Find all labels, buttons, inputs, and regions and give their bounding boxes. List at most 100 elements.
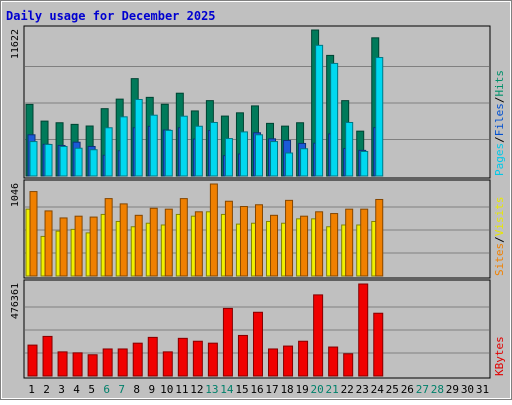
x-axis: 1 2 3 4 5 6 7 8 9 10 11 12 13 14 15 16 17 18 19 20 21 22 23 24 2…	[28, 383, 489, 396]
x-tick-label-day-13: 13	[205, 383, 218, 396]
bar-kbytes-day-15	[237, 334, 248, 377]
bar-pages-day-17	[270, 141, 279, 177]
bar-sites-day-2	[44, 210, 53, 277]
bar-kbytes-day-21	[328, 346, 339, 377]
bar-kbytes-day-10	[162, 351, 173, 377]
bar-pages-day-6	[104, 127, 113, 177]
panel-max-label: 11622	[10, 29, 21, 59]
bar-pages-day-19	[300, 148, 309, 177]
x-tick-label-day-11: 11	[175, 383, 188, 396]
bar-kbytes-day-18	[283, 345, 294, 377]
bar-sites-day-20	[315, 211, 324, 277]
bar-pages-day-11	[179, 115, 188, 177]
bar-sites-day-10	[164, 208, 173, 277]
bar-sites-day-8	[134, 214, 143, 277]
panel-max-label: 476361	[10, 283, 21, 319]
bar-sites-day-23	[360, 208, 369, 277]
bar-pages-day-14	[224, 138, 233, 177]
x-tick-label-day-8: 8	[133, 383, 140, 396]
bar-pages-day-15	[239, 131, 248, 177]
panel-traffic-sites: 1046 Sites/Visits	[10, 179, 506, 279]
bar-pages-day-7	[119, 116, 128, 177]
bar-kbytes-day-5	[87, 354, 98, 377]
bar-sites-day-19	[300, 215, 309, 277]
panel-traffic-kbytes: 476361 KBytes	[10, 279, 506, 379]
x-tick-label-day-27: 27	[416, 383, 429, 396]
bar-pages-day-3	[59, 145, 68, 177]
bar-kbytes-day-24	[373, 312, 384, 377]
bar-pages-day-1	[29, 141, 38, 177]
bar-kbytes-day-23	[358, 283, 369, 377]
bar-kbytes-day-1	[27, 344, 38, 377]
x-tick-label-day-21: 21	[326, 383, 339, 396]
bar-sites-day-13	[209, 183, 218, 277]
x-tick-label-day-7: 7	[118, 383, 125, 396]
legend-entry-files: Files	[493, 103, 506, 136]
legend-entry-pages: Pages	[493, 143, 506, 176]
x-tick-label-day-17: 17	[265, 383, 278, 396]
bar-sites-day-6	[104, 198, 113, 277]
bar-sites-day-7	[119, 203, 128, 277]
x-tick-label-day-31: 31	[476, 383, 489, 396]
legend-traffic-kbytes: KBytes	[493, 336, 506, 376]
x-tick-label-day-22: 22	[341, 383, 354, 396]
bar-pages-day-18	[285, 152, 294, 177]
bar-pages-day-21	[330, 62, 339, 177]
panels-layer: 11622Pages/Files/Hits1046Sites/Visits476…	[10, 25, 506, 379]
legend-separator: /	[493, 97, 506, 104]
bar-sites-day-22	[345, 208, 354, 277]
series-kbytes	[27, 283, 384, 377]
bar-kbytes-day-4	[72, 352, 83, 377]
x-tick-label-day-28: 28	[431, 383, 444, 396]
legend-traffic-hits: Pages/Files/Hits	[493, 70, 506, 176]
x-tick-label-day-23: 23	[356, 383, 369, 396]
x-tick-label-day-2: 2	[43, 383, 50, 396]
bar-pages-day-10	[164, 129, 173, 177]
bar-kbytes-day-22	[343, 353, 354, 377]
panel-max-label: 1046	[10, 183, 21, 207]
bar-sites-day-15	[239, 206, 248, 277]
bar-sites-day-9	[149, 207, 158, 277]
x-tick-label-day-10: 10	[160, 383, 173, 396]
legend-entry-kbytes: KBytes	[493, 336, 506, 376]
bar-sites-day-1	[29, 191, 38, 277]
chart-title: Daily usage for December 2025	[6, 9, 216, 23]
x-tick-label-day-14: 14	[220, 383, 234, 396]
bar-pages-day-4	[74, 147, 83, 177]
x-tick-label-day-9: 9	[148, 383, 155, 396]
x-tick-label-day-16: 16	[250, 383, 263, 396]
bar-pages-day-23	[360, 151, 369, 177]
legend-text: Sites/Visits	[493, 197, 506, 277]
x-tick-label-day-3: 3	[58, 383, 65, 396]
chart-inner-highlight	[1, 1, 511, 399]
bar-pages-day-12	[194, 125, 203, 177]
x-tick-label-day-5: 5	[88, 383, 95, 396]
legend-entry-sites: Sites	[493, 243, 506, 276]
legend-text: KBytes	[493, 336, 506, 376]
bar-sites-day-16	[254, 204, 263, 277]
bar-kbytes-day-9	[147, 336, 158, 377]
x-tick-label-day-15: 15	[235, 383, 248, 396]
bar-pages-day-13	[209, 121, 218, 177]
legend-entry-hits: Hits	[493, 70, 506, 97]
bar-sites-day-18	[285, 199, 294, 277]
bar-pages-day-24	[375, 57, 384, 177]
bar-sites-day-11	[179, 198, 188, 277]
bar-pages-day-8	[134, 98, 143, 177]
x-tick-label-day-18: 18	[280, 383, 293, 396]
bar-sites-day-12	[194, 211, 203, 277]
bar-pages-day-16	[254, 134, 263, 177]
bar-sites-day-3	[59, 217, 68, 277]
bar-pages-day-2	[44, 143, 53, 177]
x-tick-label-day-1: 1	[28, 383, 35, 396]
bar-kbytes-day-13	[207, 342, 218, 377]
legend-traffic-sites: Sites/Visits	[493, 197, 506, 277]
x-tick-label-day-19: 19	[295, 383, 308, 396]
bar-pages-day-20	[315, 44, 324, 177]
x-tick-label-day-6: 6	[103, 383, 110, 396]
bar-kbytes-day-20	[313, 294, 324, 377]
x-tick-label-day-30: 30	[461, 383, 474, 396]
x-tick-label-day-4: 4	[73, 383, 80, 396]
